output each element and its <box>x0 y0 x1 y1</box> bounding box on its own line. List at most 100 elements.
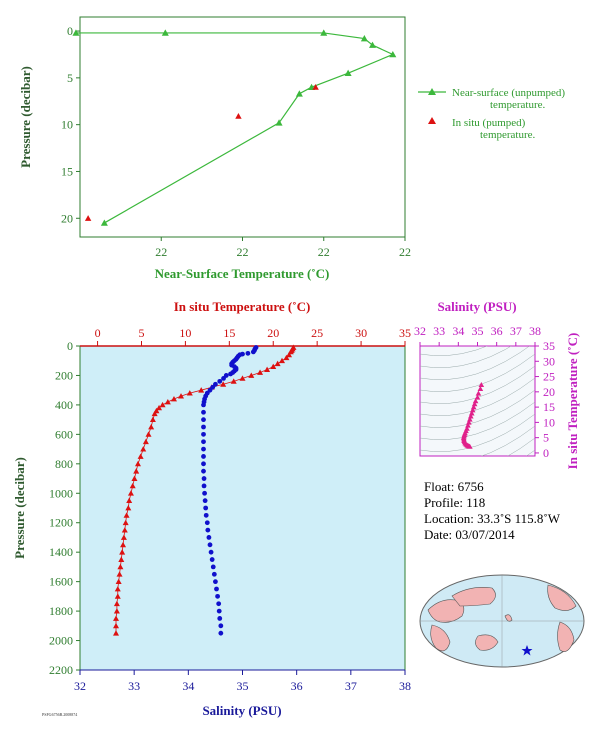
salinity-point-3 <box>250 349 256 355</box>
temperature-point-34 <box>129 482 136 489</box>
temperature-point-37 <box>125 505 132 511</box>
near-surface-x-tick-label-0: 22 <box>155 245 167 259</box>
salinity-point-50 <box>208 549 214 555</box>
pressure-tick-label-8: 1600 <box>49 575 73 589</box>
salinity-point-35 <box>201 439 206 445</box>
temperature-point-12 <box>239 375 246 381</box>
temperature-point-36 <box>126 497 133 504</box>
near-surface-legend: Near-surface (unpumped) temperature. In … <box>418 87 565 141</box>
salinity-point-21 <box>221 376 226 381</box>
salinity-point-49 <box>207 542 213 548</box>
profile-y-label: Pressure (decibar) <box>12 457 27 559</box>
ts-y-tick-label-6: 30 <box>543 354 555 368</box>
ts-point-11 <box>466 419 472 425</box>
temperature-point-22 <box>156 404 163 411</box>
temperature-point-26 <box>148 424 155 430</box>
temperature-point-53 <box>113 622 120 629</box>
salinity-tick-label-5: 37 <box>345 679 357 693</box>
salinity-point-31 <box>201 409 206 415</box>
density-contour-7 <box>420 401 535 441</box>
temperature-point-44 <box>118 556 125 562</box>
profile-plot-frame <box>79 345 406 671</box>
salinity-tick-label-6: 38 <box>399 679 411 693</box>
pressure-tick-label-11: 2200 <box>49 663 73 677</box>
ts-y-tick-label-7: 35 <box>543 339 555 353</box>
salinity-point-19 <box>228 371 233 377</box>
legend-label-pumped-1: In situ (pumped) <box>452 117 526 129</box>
float-location-marker <box>521 645 533 656</box>
density-contour-2 <box>420 346 530 381</box>
profile-temperature-ticks: 0 5 10 15 20 25 30 35 <box>95 326 411 346</box>
near-surface-x-tick-label-3: 22 <box>399 245 411 259</box>
near-surface-y-tick-label-2: 10 <box>61 118 73 132</box>
land-north-america <box>547 584 577 611</box>
temperature-tick-label-2: 10 <box>179 326 191 340</box>
pressure-tick-label-9: 1800 <box>49 604 73 618</box>
pressure-tick-label-2: 400 <box>55 398 73 412</box>
ts-point-12 <box>465 422 471 428</box>
pressure-tick-label-7: 1400 <box>49 545 73 559</box>
temperature-point-28 <box>142 438 149 445</box>
float-id: Float: 6756 <box>424 479 484 494</box>
near-surface-point-8 <box>295 90 303 97</box>
profile-panel: 0200400600800100012001400160018002000220… <box>12 299 411 718</box>
near-surface-x-tick-label-2: 22 <box>318 245 330 259</box>
in-situ-point-1 <box>84 215 92 221</box>
legend-marker-unpumped <box>428 88 436 95</box>
near-surface-point-5 <box>389 50 397 58</box>
salinity-point-36 <box>201 446 206 452</box>
ts-point-8 <box>468 410 475 416</box>
temperature-point-27 <box>145 431 152 437</box>
temperature-point-38 <box>123 512 130 518</box>
pressure-tick-label-1: 200 <box>55 368 73 382</box>
near-surface-point-6 <box>344 69 352 76</box>
salinity-point-41 <box>201 483 207 489</box>
salinity-profile-series <box>201 345 259 636</box>
ts-y-tick-label-5: 25 <box>543 370 555 384</box>
temperature-point-5 <box>283 354 290 361</box>
temperature-point-19 <box>170 396 177 402</box>
temperature-point-18 <box>178 393 185 399</box>
near-surface-point-9 <box>275 119 283 126</box>
ts-y-tick-label-4: 20 <box>543 385 555 399</box>
ts-y-label: In situ Temperature (˚C) <box>565 333 580 470</box>
salinity-point-40 <box>201 476 207 481</box>
salinity-point-44 <box>203 505 209 511</box>
temperature-point-9 <box>264 366 271 372</box>
world-map <box>419 574 585 668</box>
temperature-point-24 <box>151 410 158 417</box>
temperature-point-29 <box>140 446 147 452</box>
temperature-point-39 <box>122 519 129 526</box>
temperature-point-52 <box>113 615 120 621</box>
temperature-axis-label: In situ Temperature (˚C) <box>174 299 311 314</box>
ts-point-9 <box>467 413 474 419</box>
ts-point-0 <box>478 382 485 388</box>
ts-point-2 <box>475 390 482 396</box>
profile-salinity-ticks: 32 33 34 35 36 37 38 <box>74 670 411 693</box>
pressure-tick-label-4: 800 <box>55 457 73 471</box>
salinity-point-45 <box>203 512 209 518</box>
legend-marker-pumped <box>428 117 436 124</box>
near-surface-point-4 <box>369 41 376 48</box>
temperature-point-11 <box>248 372 255 378</box>
salinity-point-33 <box>201 424 206 430</box>
ts-point-3 <box>474 394 481 400</box>
temperature-point-6 <box>279 357 286 364</box>
temperature-tick-label-6: 30 <box>355 326 367 340</box>
salinity-point-34 <box>201 431 206 437</box>
temperature-point-54 <box>113 630 120 636</box>
footer-small-print: PSFG6756B.2008874 <box>42 712 77 717</box>
density-contour-6 <box>420 389 535 429</box>
land-asia-west <box>427 599 465 623</box>
ts-point-27 <box>467 443 473 449</box>
salinity-tick-label-1: 33 <box>128 679 140 693</box>
ts-x-label: Salinity (PSU) <box>437 299 516 314</box>
near-surface-point-2 <box>320 29 328 36</box>
float-location: Location: 33.3˚S 115.8˚W <box>424 511 561 526</box>
salinity-point-30 <box>201 402 206 408</box>
salinity-point-56 <box>215 593 220 599</box>
temperature-point-35 <box>127 490 134 496</box>
temperature-point-21 <box>159 401 166 408</box>
salinity-tick-label-2: 34 <box>182 679 194 693</box>
